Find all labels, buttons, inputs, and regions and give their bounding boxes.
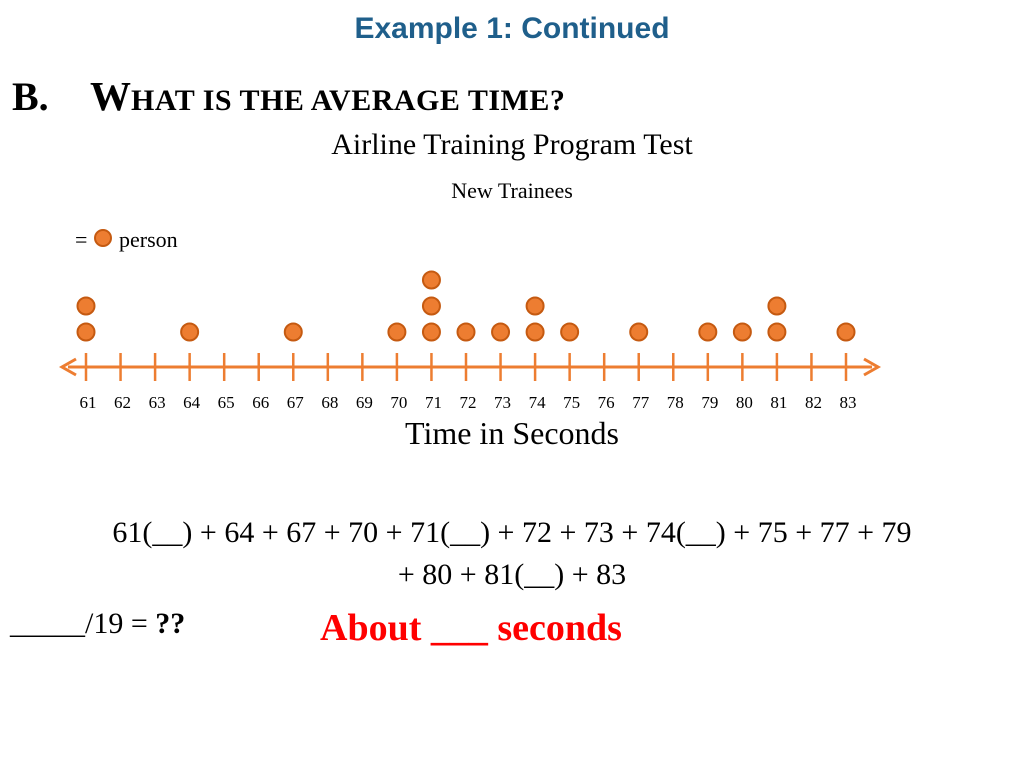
x-tick-label: 61 xyxy=(80,393,97,412)
x-tick-label: 62 xyxy=(114,393,131,412)
x-tick-label: 69 xyxy=(356,393,373,412)
x-tick-label: 79 xyxy=(701,393,718,412)
chart-title: Airline Training Program Test xyxy=(331,128,693,161)
dot-plot: 61 62 63 64 65 66 67 68 69 70 71 72 73 74 75 76 77 78 79 80… xyxy=(58,270,882,412)
axis-arrow-left-icon xyxy=(58,357,77,377)
x-tick-label: 81 xyxy=(770,393,787,412)
data-point xyxy=(283,322,303,342)
data-point xyxy=(560,322,580,342)
data-point xyxy=(698,322,718,342)
data-point xyxy=(76,296,96,316)
answer-text: About ___ seconds xyxy=(320,607,622,649)
legend-dot-icon xyxy=(94,229,112,247)
data-point xyxy=(767,296,787,316)
x-tick-label: 65 xyxy=(218,393,235,412)
equation-line-1: 61(__) + 64 + 67 + 70 + 71(__) + 72 + 73… xyxy=(112,516,912,549)
slide-header: Example 1: Continued xyxy=(354,12,670,45)
data-point xyxy=(836,322,856,342)
fraction-expression: _____/19 = xyxy=(10,607,148,640)
fraction-result: ?? xyxy=(155,607,186,640)
x-tick-label: 68 xyxy=(321,393,338,412)
x-tick-label: 82 xyxy=(805,393,822,412)
data-point xyxy=(421,270,441,290)
equation-line-2: + 80 + 81(__) + 83 xyxy=(397,558,627,591)
x-tick-label: 80 xyxy=(736,393,753,412)
x-tick-label: 70 xyxy=(390,393,407,412)
data-point xyxy=(767,322,787,342)
x-tick-label: 77 xyxy=(632,393,650,412)
x-tick-label: 75 xyxy=(563,393,580,412)
x-tick-label: 74 xyxy=(529,393,547,412)
data-point xyxy=(491,322,511,342)
question-first-letter: W xyxy=(90,73,131,119)
x-tick-label: 72 xyxy=(460,393,477,412)
data-point xyxy=(456,322,476,342)
legend-equals: = xyxy=(75,227,88,252)
average-fraction: _____/19 = ?? xyxy=(10,607,185,641)
data-point xyxy=(421,322,441,342)
data-point xyxy=(525,322,545,342)
x-tick-label: 63 xyxy=(149,393,166,412)
x-tick-label: 71 xyxy=(425,393,442,412)
x-tick-label: 76 xyxy=(598,393,615,412)
chart-subtitle: New Trainees xyxy=(451,178,573,203)
x-tick-label: 83 xyxy=(840,393,857,412)
data-point xyxy=(180,322,200,342)
data-point xyxy=(76,322,96,342)
data-point xyxy=(421,296,441,316)
data-point xyxy=(732,322,752,342)
x-tick-label: 78 xyxy=(667,393,684,412)
question-text: hat is the average time? xyxy=(131,84,566,117)
axis-arrow-right-icon xyxy=(863,357,882,377)
question-heading: B. What is the average time? xyxy=(12,72,565,120)
question-letter: B. xyxy=(12,74,49,119)
data-point xyxy=(525,296,545,316)
x-axis-label: Time in Seconds xyxy=(405,415,619,451)
data-point xyxy=(387,322,407,342)
x-tick-label: 64 xyxy=(183,393,201,412)
legend-text: person xyxy=(119,227,178,252)
x-tick-label: 67 xyxy=(287,393,305,412)
data-point xyxy=(629,322,649,342)
x-tick-label: 73 xyxy=(494,393,511,412)
x-tick-label: 66 xyxy=(252,393,269,412)
sum-equation: 61(__) + 64 + 67 + 70 + 71(__) + 72 + 73… xyxy=(0,512,1024,596)
